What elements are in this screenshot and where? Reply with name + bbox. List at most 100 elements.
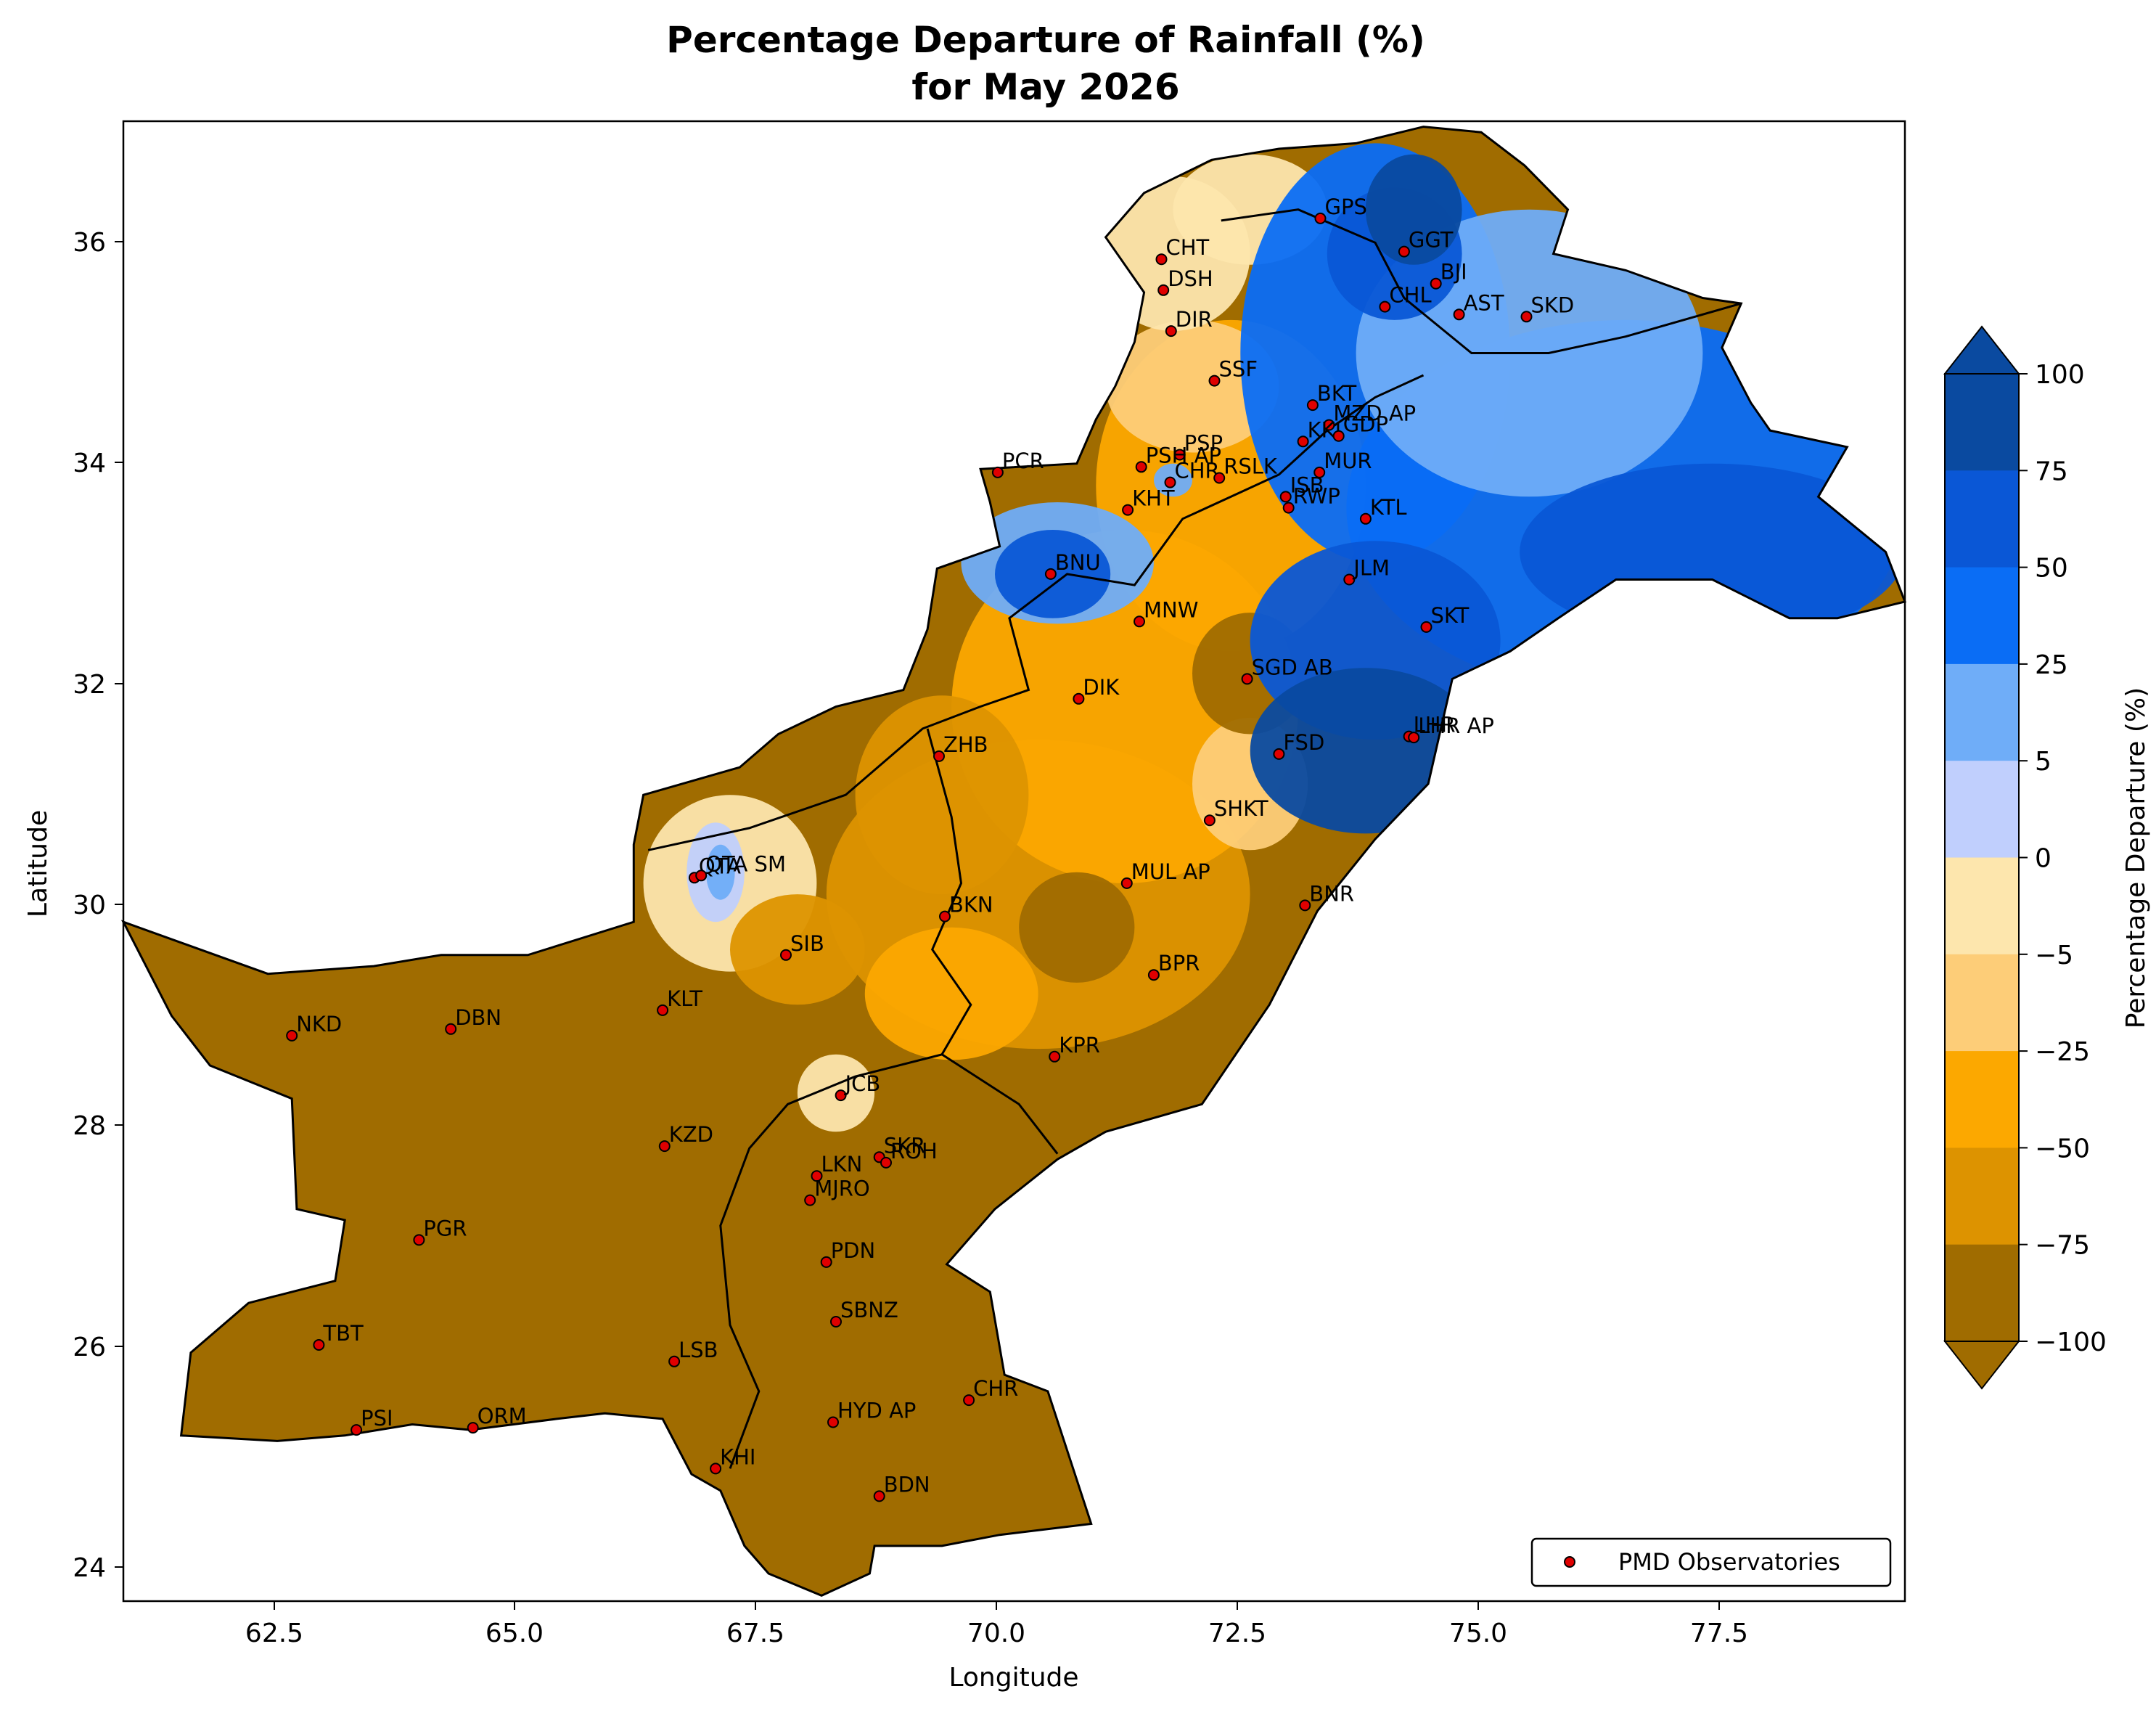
colorbar-tick-label: 100 — [2035, 360, 2085, 390]
station-marker — [1044, 568, 1057, 580]
colorbar-tick-label: 75 — [2035, 457, 2068, 486]
station-label: BPR — [1158, 951, 1200, 975]
station-label: KLT — [667, 986, 702, 1011]
station-label: RSLK — [1223, 454, 1278, 479]
legend-label: PMD Observatories — [1618, 1548, 1840, 1576]
station-marker — [668, 1355, 681, 1367]
station-marker — [1241, 673, 1253, 685]
colorbar-swatch — [1945, 857, 2019, 955]
departure-contour — [855, 695, 1029, 895]
x-tick-label: 75.0 — [1449, 1619, 1507, 1648]
station-marker — [880, 1156, 892, 1169]
station-marker — [827, 1416, 839, 1428]
colorbar-tick-label: −25 — [2035, 1037, 2090, 1067]
x-tick-label: 77.5 — [1690, 1619, 1748, 1648]
y-tick-label: 36 — [73, 228, 106, 258]
station-marker — [1282, 502, 1295, 514]
colorbar-lower-extension — [1943, 1341, 2021, 1390]
map-title-line2: for May 2026 — [911, 66, 1179, 108]
departure-contour — [1105, 319, 1279, 453]
legend-marker — [1564, 1556, 1575, 1568]
station-marker — [1155, 253, 1168, 266]
y-axis-ticks: 24 26 28 30 32 34 36 — [73, 228, 123, 1583]
station-marker — [413, 1234, 425, 1246]
station-marker — [1323, 419, 1335, 431]
colorbar-swatch — [1945, 1244, 2019, 1342]
station-label: BJI — [1440, 260, 1467, 285]
station-marker — [1306, 399, 1319, 412]
colorbar-tick-label: 5 — [2035, 747, 2052, 777]
station-label: LHR AP — [1418, 713, 1494, 738]
station-label: GDP — [1343, 412, 1388, 437]
station-label: PDN — [831, 1238, 876, 1263]
station-label: SKT — [1431, 603, 1470, 628]
station-label: BNU — [1055, 550, 1101, 575]
departure-contour — [864, 927, 1038, 1060]
station-label: SKD — [1531, 292, 1575, 317]
station-marker — [1273, 748, 1285, 760]
colorbar-tick-label: −50 — [2035, 1134, 2090, 1163]
station-label: GPS — [1325, 195, 1367, 219]
departure-contour — [730, 894, 865, 1005]
station-label: AST — [1464, 290, 1504, 315]
y-tick-label: 34 — [73, 449, 106, 478]
station-marker — [1049, 1050, 1061, 1063]
station-marker — [351, 1424, 363, 1436]
colorbar-tick-label: 0 — [2035, 844, 2052, 874]
y-tick-label: 30 — [73, 891, 106, 920]
station-label: PSP — [1184, 431, 1223, 456]
station-marker — [1073, 692, 1085, 705]
station-label: BKT — [1317, 381, 1357, 406]
colorbar-swatch — [1945, 374, 2019, 471]
station-marker — [658, 1140, 671, 1153]
pakistan-outline — [120, 126, 1907, 1598]
station-label: QTA SM — [705, 851, 786, 876]
station-label: LSB — [679, 1338, 718, 1362]
colorbar-swatch — [1945, 1148, 2019, 1245]
station-marker — [933, 750, 945, 762]
province-boundaries — [647, 208, 1742, 1469]
station-label: ISB — [1290, 472, 1324, 497]
station-marker — [991, 466, 1004, 478]
station-label: HYD AP — [837, 1399, 916, 1423]
station-label: CHR — [1175, 459, 1220, 483]
legend: PMD Observatories — [1530, 1537, 1892, 1587]
station-marker — [1122, 504, 1134, 516]
station-label: CHL — [1389, 283, 1431, 308]
colorbar-tick-label: 50 — [2035, 554, 2068, 584]
station-label: DIK — [1083, 675, 1120, 700]
y-tick-label: 26 — [73, 1333, 106, 1362]
station-marker — [1147, 969, 1160, 981]
colorbar-swatch — [1945, 1051, 2019, 1148]
station-marker — [286, 1029, 298, 1042]
station-marker — [1430, 277, 1442, 290]
y-tick-label: 24 — [73, 1553, 106, 1583]
colorbar-swatch — [1945, 567, 2019, 665]
station-label: FSD — [1283, 730, 1324, 755]
station-label: TBT — [322, 1321, 364, 1346]
station-label: ORM — [477, 1404, 527, 1428]
departure-contour — [1365, 154, 1462, 265]
x-axis-ticks: 62.5 65.0 67.5 70.0 72.5 75.0 77.5 — [245, 1601, 1748, 1648]
rainfall-departure-field — [123, 126, 1905, 1596]
station-marker — [1120, 877, 1133, 889]
station-marker — [1520, 311, 1533, 323]
colorbar-upper-extension — [1943, 325, 2021, 375]
station-label: MUL AP — [1131, 859, 1210, 884]
station-label: PSI — [361, 1406, 393, 1431]
station-marker — [1299, 899, 1311, 912]
station-label: MZD AP — [1333, 401, 1416, 426]
map-axes-frame — [122, 120, 1906, 1603]
x-tick-label: 70.0 — [967, 1619, 1025, 1648]
station-label: NKD — [296, 1012, 342, 1036]
station-marker — [1408, 732, 1420, 744]
x-tick-label: 62.5 — [245, 1619, 303, 1648]
station-marker — [1379, 300, 1391, 313]
colorbar-swatch — [1945, 663, 2019, 761]
station-marker — [710, 1462, 722, 1475]
station-label: DBN — [455, 1005, 501, 1030]
station-marker — [1157, 284, 1170, 296]
station-marker — [445, 1023, 457, 1035]
station-marker — [1313, 466, 1326, 478]
